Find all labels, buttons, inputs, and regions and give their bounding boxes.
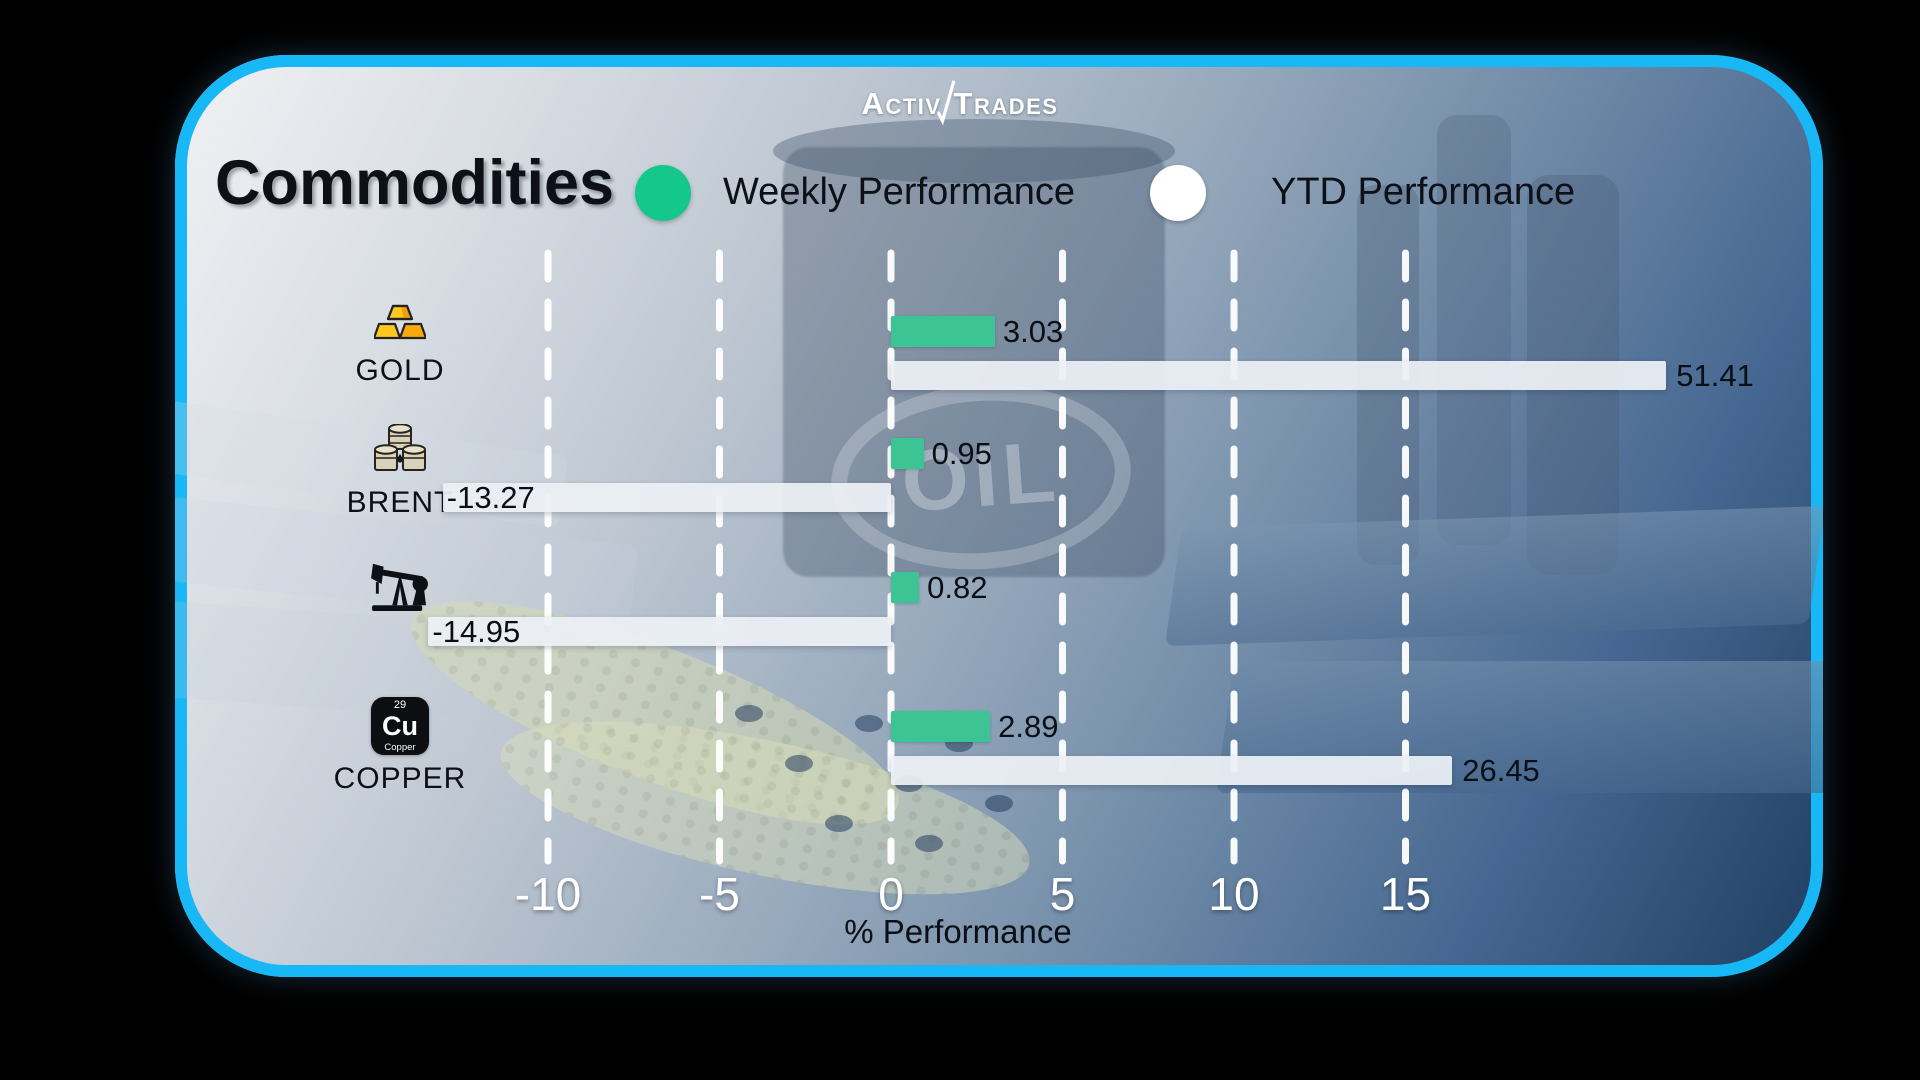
infographic-card: OIL Activ Trades Commodities Weekly Perf… — [175, 55, 1823, 977]
x-tick-5: 5 — [1049, 868, 1076, 920]
weekly-bar-brent — [891, 438, 924, 469]
weekly-bar-copper — [891, 711, 991, 742]
page-title: Commodities — [215, 148, 615, 218]
ytd-value-copper: 26.45 — [1462, 752, 1540, 788]
ytd-bar-gold — [891, 361, 1667, 390]
x-axis-title: % Performance — [844, 913, 1072, 950]
x-tick-10: 10 — [1208, 868, 1260, 920]
copper-symbol: Cu — [382, 710, 418, 741]
category-label-brent: BRENT — [346, 486, 454, 519]
ytd-bar-brent — [442, 483, 891, 512]
x-tick-0: 0 — [878, 868, 904, 920]
copper-atomic-number: 29 — [393, 698, 407, 711]
pumpjack-icon — [369, 558, 431, 617]
weekly-value-oil-pump: 0.82 — [927, 569, 988, 605]
ytd-legend-dot-icon — [1150, 165, 1206, 221]
weekly-value-copper: 2.89 — [998, 708, 1059, 744]
legend-label-weekly: Weekly Performance — [723, 171, 1075, 213]
gold-bars-icon — [372, 302, 428, 347]
logo-slash-icon — [937, 80, 956, 125]
category-label-copper: COPPER — [333, 762, 467, 795]
x-tick--5: -5 — [699, 868, 740, 920]
logo-word-activ: Activ — [861, 86, 942, 121]
category-gold: GOLD — [290, 302, 510, 388]
weekly-bar-oil-pump — [891, 572, 920, 603]
x-tick--10: -10 — [514, 868, 582, 920]
weekly-value-gold: 3.03 — [1002, 313, 1064, 349]
weekly-value-brent: 0.95 — [931, 435, 992, 471]
ytd-value-brent: -13.27 — [446, 479, 535, 515]
category-label-gold: GOLD — [355, 354, 445, 387]
category-brent: BRENT — [290, 423, 510, 520]
ytd-bar-oil-pump — [428, 617, 891, 646]
x-tick-15: 15 — [1379, 868, 1432, 920]
bar-chart: -10 -5 0 5 10 15 GOLD 3.03 51.41 BRENT 0.95 -… — [175, 55, 1823, 977]
oil-drums-icon — [372, 423, 428, 479]
category-copper: 29 Cu Copper COPPER — [290, 697, 510, 796]
weekly-bar-gold — [891, 316, 995, 347]
weekly-legend-dot-icon — [635, 165, 691, 221]
legend-label-ytd: YTD Performance — [1271, 171, 1576, 213]
activtrades-logo: Activ Trades — [862, 79, 1059, 129]
ytd-value-gold: 51.41 — [1676, 357, 1754, 393]
copper-name: Copper — [384, 741, 416, 753]
ytd-bar-copper — [891, 756, 1453, 785]
copper-element-icon: 29 Cu Copper — [371, 697, 429, 755]
logo-word-trades: Trades — [953, 86, 1059, 121]
ytd-value-oil-pump: -14.95 — [432, 613, 521, 649]
category-oil-pump — [290, 558, 510, 617]
